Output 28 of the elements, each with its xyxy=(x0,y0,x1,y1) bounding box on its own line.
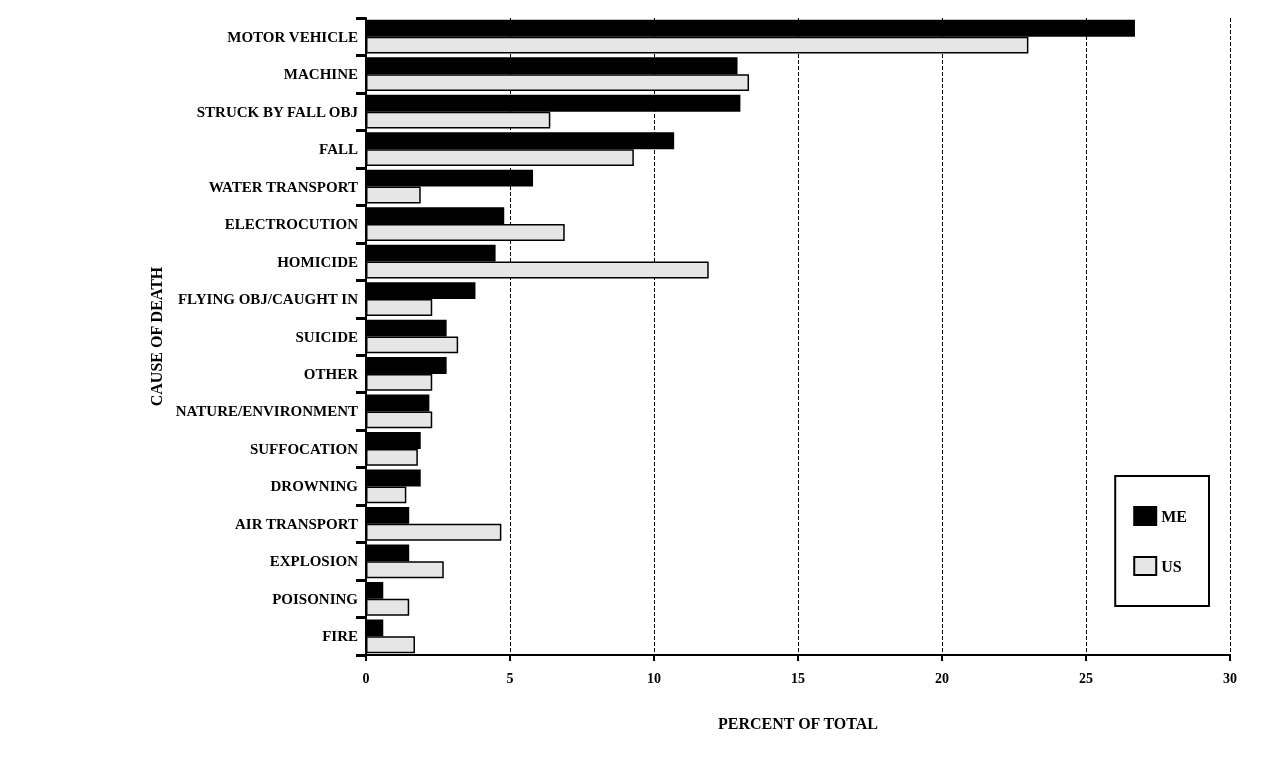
y-tick-label: MACHINE xyxy=(283,66,358,83)
y-tick-label: OTHER xyxy=(303,365,359,382)
y-tick-label: SUICIDE xyxy=(295,328,358,345)
y-tick-label: SUFFOCATION xyxy=(249,440,359,457)
y-tick-label: DROWNING xyxy=(270,478,359,495)
y-tick-label: EXPLOSION xyxy=(269,553,359,570)
y-tick-label: WATER TRANSPORT xyxy=(208,178,358,195)
y-tick-label: STRUCK BY FALL OBJ xyxy=(196,103,359,120)
legend-label: US xyxy=(1161,557,1182,575)
y-tick-label: NATURE/ENVIRONMENT xyxy=(175,403,358,420)
y-tick-label: FALL xyxy=(319,141,358,158)
x-tick-label: 25 xyxy=(1079,670,1093,686)
x-axis-title: PERCENT OF TOTAL xyxy=(717,714,879,732)
y-tick-label: AIR TRANSPORT xyxy=(235,515,358,532)
y-tick-label: MOTOR VEHICLE xyxy=(227,28,358,45)
x-tick-label: 15 xyxy=(791,670,805,686)
x-tick-label: 30 xyxy=(1223,670,1237,686)
y-tick-label: FIRE xyxy=(322,628,358,645)
y-axis-title: CAUSE OF DEATH xyxy=(148,266,166,407)
legend-label: ME xyxy=(1161,507,1188,525)
y-tick-label: FLYING OBJ/CAUGHT IN xyxy=(177,291,359,308)
x-tick-label: 5 xyxy=(506,670,514,686)
x-tick-label: 0 xyxy=(362,670,370,686)
x-tick-label: 20 xyxy=(935,670,949,686)
y-tick-label: ELECTROCUTION xyxy=(224,216,359,233)
y-tick-label: POISONING xyxy=(272,590,359,607)
x-tick-label: 10 xyxy=(647,670,661,686)
y-tick-label: HOMICIDE xyxy=(277,253,358,270)
